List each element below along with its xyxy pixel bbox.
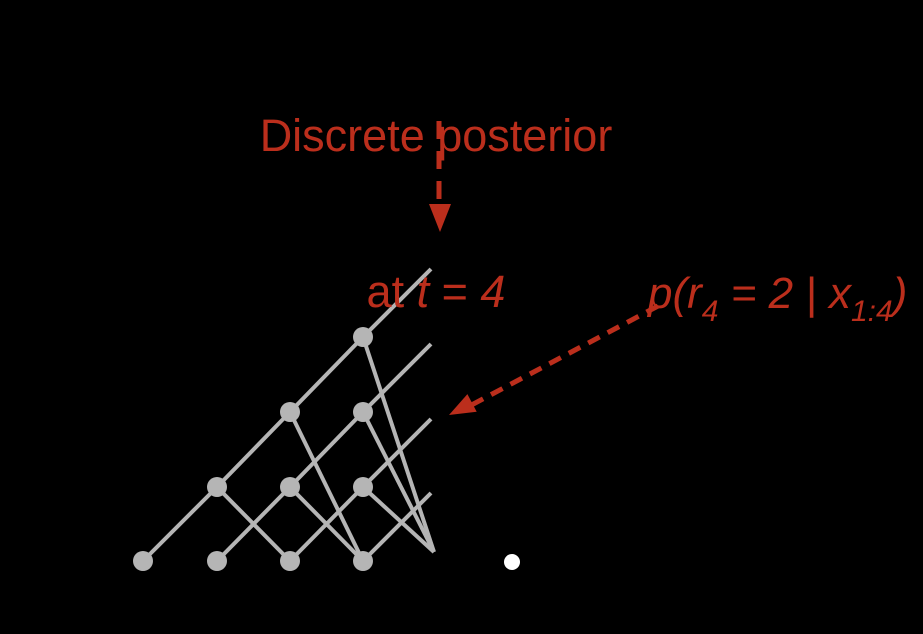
- title-line-1: Discrete posterior: [136, 110, 736, 162]
- run-length-node: [207, 551, 227, 571]
- run-length-node: [353, 551, 373, 571]
- growth-edge-stub: [361, 267, 433, 339]
- title-at: at: [366, 266, 417, 317]
- label-prefix: p(r: [648, 269, 702, 318]
- reset-edge-converging: [361, 485, 436, 554]
- growth-edge: [141, 485, 219, 563]
- title-arrowhead-icon: [429, 204, 451, 232]
- discrete-posterior-title: Discrete posterior at t = 4: [136, 6, 736, 422]
- title-t-value: 4: [480, 266, 506, 317]
- label-data-subscript: 1:4: [850, 295, 893, 328]
- title-text: Discrete posterior: [259, 110, 613, 161]
- run-length-node: [280, 477, 300, 497]
- run-length-node: [353, 327, 373, 347]
- run-length-node: [133, 551, 153, 571]
- reset-edge-converging: [361, 336, 436, 553]
- reset-edge: [215, 485, 292, 563]
- growth-edge-stub: [361, 417, 433, 489]
- run-length-node: [280, 551, 300, 571]
- title-line-2: at t = 4: [136, 266, 736, 318]
- run-length-node: [353, 402, 373, 422]
- label-middle: = 2 | x: [718, 269, 851, 318]
- growth-edge: [215, 410, 292, 489]
- future-node: [504, 554, 520, 570]
- run-length-node: [207, 477, 227, 497]
- run-length-node: [280, 402, 300, 422]
- reset-edge-converging: [361, 411, 436, 553]
- label-run-length-subscript: 4: [701, 295, 719, 328]
- run-length-node: [353, 477, 373, 497]
- title-t-var: t: [416, 266, 430, 317]
- growth-edge: [288, 335, 365, 414]
- posterior-probability-label: p(r4 = 2 | x1:4): [648, 269, 908, 329]
- growth-edge-stub: [361, 342, 433, 414]
- growth-edge: [288, 410, 365, 489]
- posterior-arrowhead-icon: [449, 394, 477, 415]
- posterior-dashed-arrow: [462, 303, 660, 412]
- reset-edge: [288, 411, 365, 562]
- label-suffix: ): [892, 269, 908, 318]
- reset-edge: [288, 485, 365, 563]
- title-equals: =: [429, 266, 481, 317]
